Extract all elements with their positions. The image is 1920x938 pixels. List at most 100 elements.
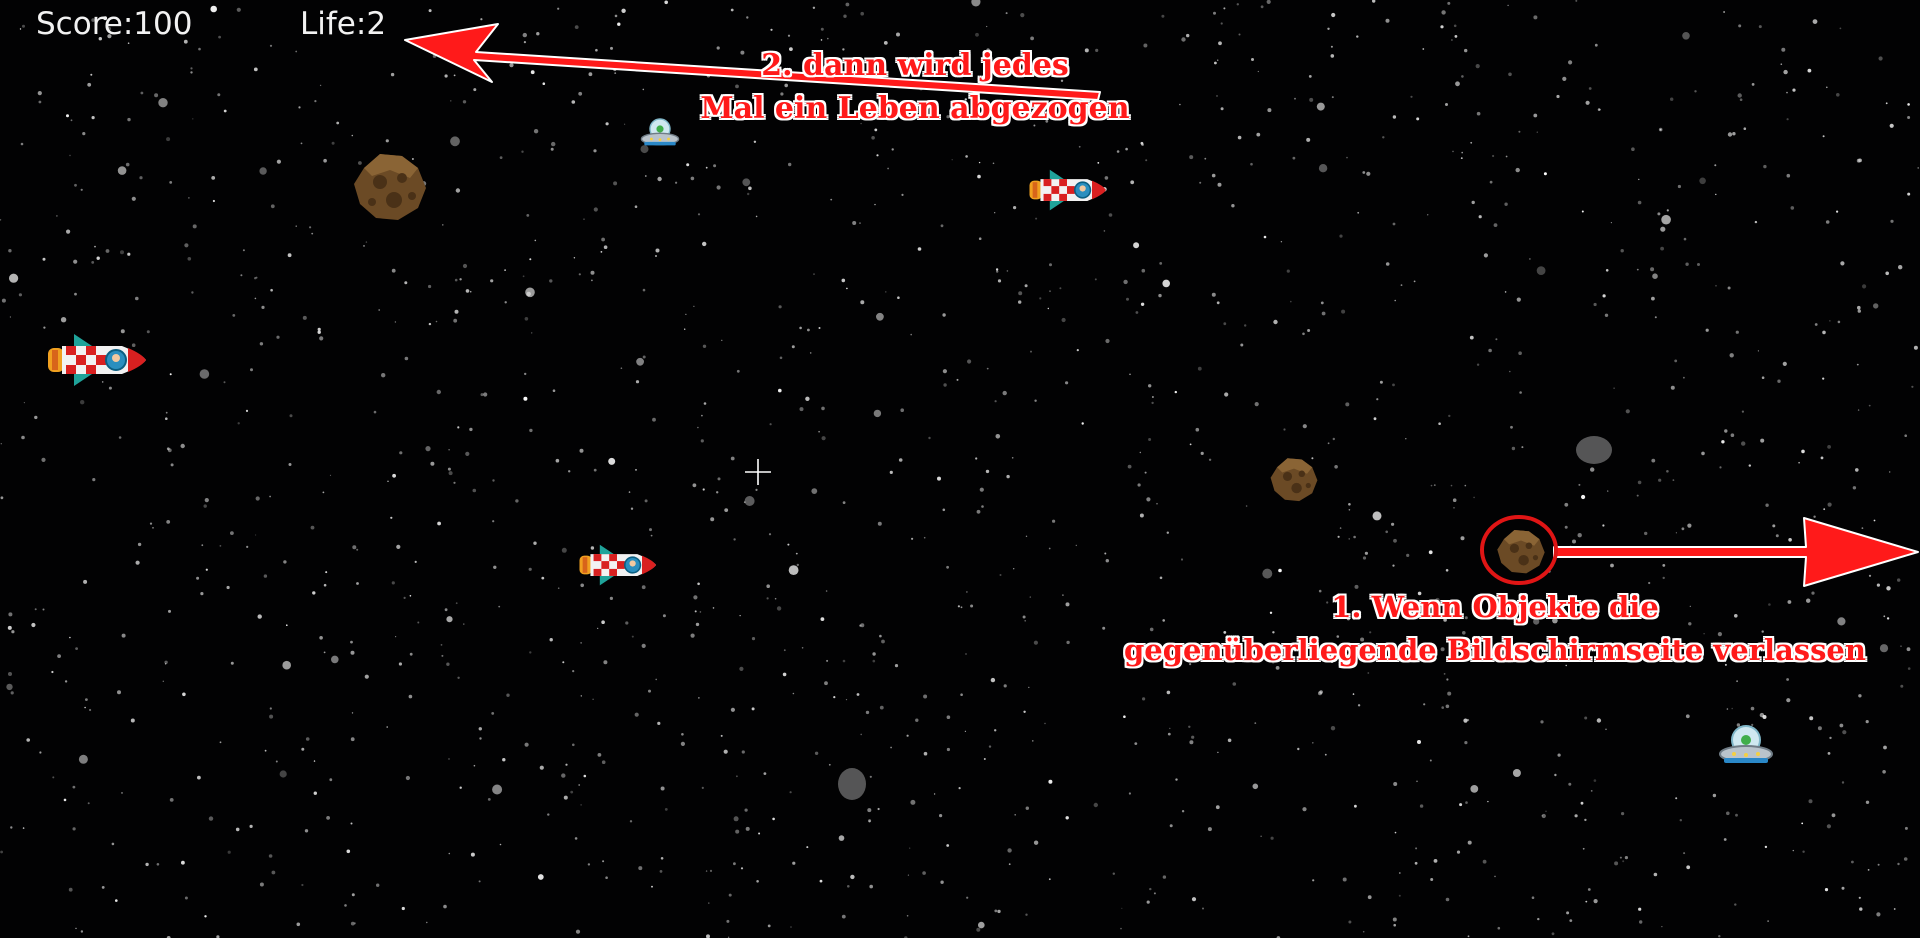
star-icon	[1354, 584, 1359, 589]
star-icon	[1330, 726, 1336, 731]
star-icon	[943, 383, 947, 387]
star-icon	[92, 478, 96, 482]
star-icon	[1005, 12, 1008, 15]
star-icon	[789, 47, 793, 51]
star-icon	[783, 649, 786, 652]
star-icon	[1624, 856, 1628, 860]
star-icon	[792, 861, 796, 865]
star-icon	[1346, 156, 1348, 159]
star-icon	[1095, 48, 1099, 53]
star-icon	[94, 245, 96, 248]
star-icon	[1309, 97, 1314, 102]
star-icon	[946, 115, 950, 119]
star-icon	[842, 48, 845, 51]
star-icon	[841, 278, 846, 283]
star-icon	[1376, 398, 1379, 401]
star-icon	[684, 328, 686, 330]
score-label: Score:	[36, 6, 134, 42]
star-icon	[1734, 614, 1738, 618]
star-icon	[1767, 920, 1769, 922]
star-icon	[1507, 4, 1509, 7]
star-icon	[818, 430, 820, 433]
star-icon	[405, 775, 410, 781]
star-icon	[268, 854, 273, 858]
star-icon	[1820, 456, 1824, 460]
star-icon	[490, 279, 494, 283]
star-icon	[1059, 287, 1062, 290]
star-icon	[1013, 568, 1015, 570]
star-icon	[1508, 72, 1512, 77]
star-icon	[80, 400, 85, 405]
star-icon	[83, 579, 88, 584]
star-icon	[739, 666, 744, 672]
star-icon	[391, 268, 396, 273]
star-icon	[1211, 173, 1216, 178]
star-icon	[807, 328, 810, 332]
star-icon	[1199, 181, 1202, 184]
star-icon	[356, 582, 359, 585]
star-icon	[1049, 263, 1052, 267]
star-icon	[1865, 800, 1870, 804]
star-icon	[1907, 116, 1911, 119]
star-icon	[1445, 897, 1450, 902]
star-icon	[1398, 872, 1401, 874]
star-icon	[898, 458, 903, 462]
star-icon	[1066, 640, 1070, 645]
star-icon	[182, 692, 186, 697]
star-icon	[1331, 96, 1334, 99]
star-icon	[448, 852, 451, 855]
star-icon	[879, 705, 884, 710]
star-icon	[1307, 329, 1311, 332]
star-icon	[1907, 103, 1910, 106]
star-icon	[498, 605, 501, 608]
star-icon	[492, 784, 503, 795]
star-icon	[1739, 98, 1743, 101]
star-icon	[1802, 850, 1805, 853]
star-icon	[555, 458, 560, 463]
star-icon	[1025, 913, 1028, 916]
star-icon	[1475, 64, 1480, 69]
star-icon	[1356, 35, 1359, 38]
star-icon	[590, 270, 595, 275]
star-icon	[1348, 538, 1350, 540]
star-icon	[1123, 715, 1126, 718]
star-icon	[1292, 156, 1296, 160]
star-icon	[1217, 751, 1219, 754]
star-icon	[1775, 534, 1779, 538]
star-icon	[845, 699, 848, 701]
star-icon	[641, 585, 646, 590]
star-icon	[325, 571, 328, 574]
star-icon	[317, 327, 321, 331]
star-icon	[942, 508, 946, 512]
life-value: 2	[366, 6, 387, 42]
star-icon	[259, 342, 264, 346]
star-icon	[167, 27, 170, 31]
star-icon	[906, 915, 909, 917]
star-icon	[275, 760, 278, 763]
star-icon	[872, 659, 876, 663]
star-icon	[149, 522, 153, 525]
star-icon	[296, 922, 301, 927]
star-icon	[1837, 617, 1846, 626]
star-icon	[1141, 268, 1146, 273]
star-icon	[1889, 471, 1891, 473]
star-icon	[1047, 307, 1050, 310]
star-icon	[874, 128, 878, 132]
star-icon	[642, 288, 646, 292]
star-icon	[1220, 107, 1224, 111]
star-icon	[1417, 740, 1421, 744]
star-icon	[73, 259, 78, 264]
star-icon	[1882, 770, 1886, 774]
star-icon	[1049, 290, 1051, 293]
star-icon	[1857, 309, 1862, 313]
star-icon	[493, 565, 497, 569]
star-icon	[395, 636, 397, 638]
star-icon	[580, 695, 582, 697]
star-icon	[1120, 927, 1122, 930]
star-icon	[457, 676, 460, 679]
star-icon	[1604, 313, 1609, 317]
star-icon	[1727, 286, 1731, 290]
star-icon	[778, 388, 782, 393]
star-icon	[1556, 94, 1560, 99]
